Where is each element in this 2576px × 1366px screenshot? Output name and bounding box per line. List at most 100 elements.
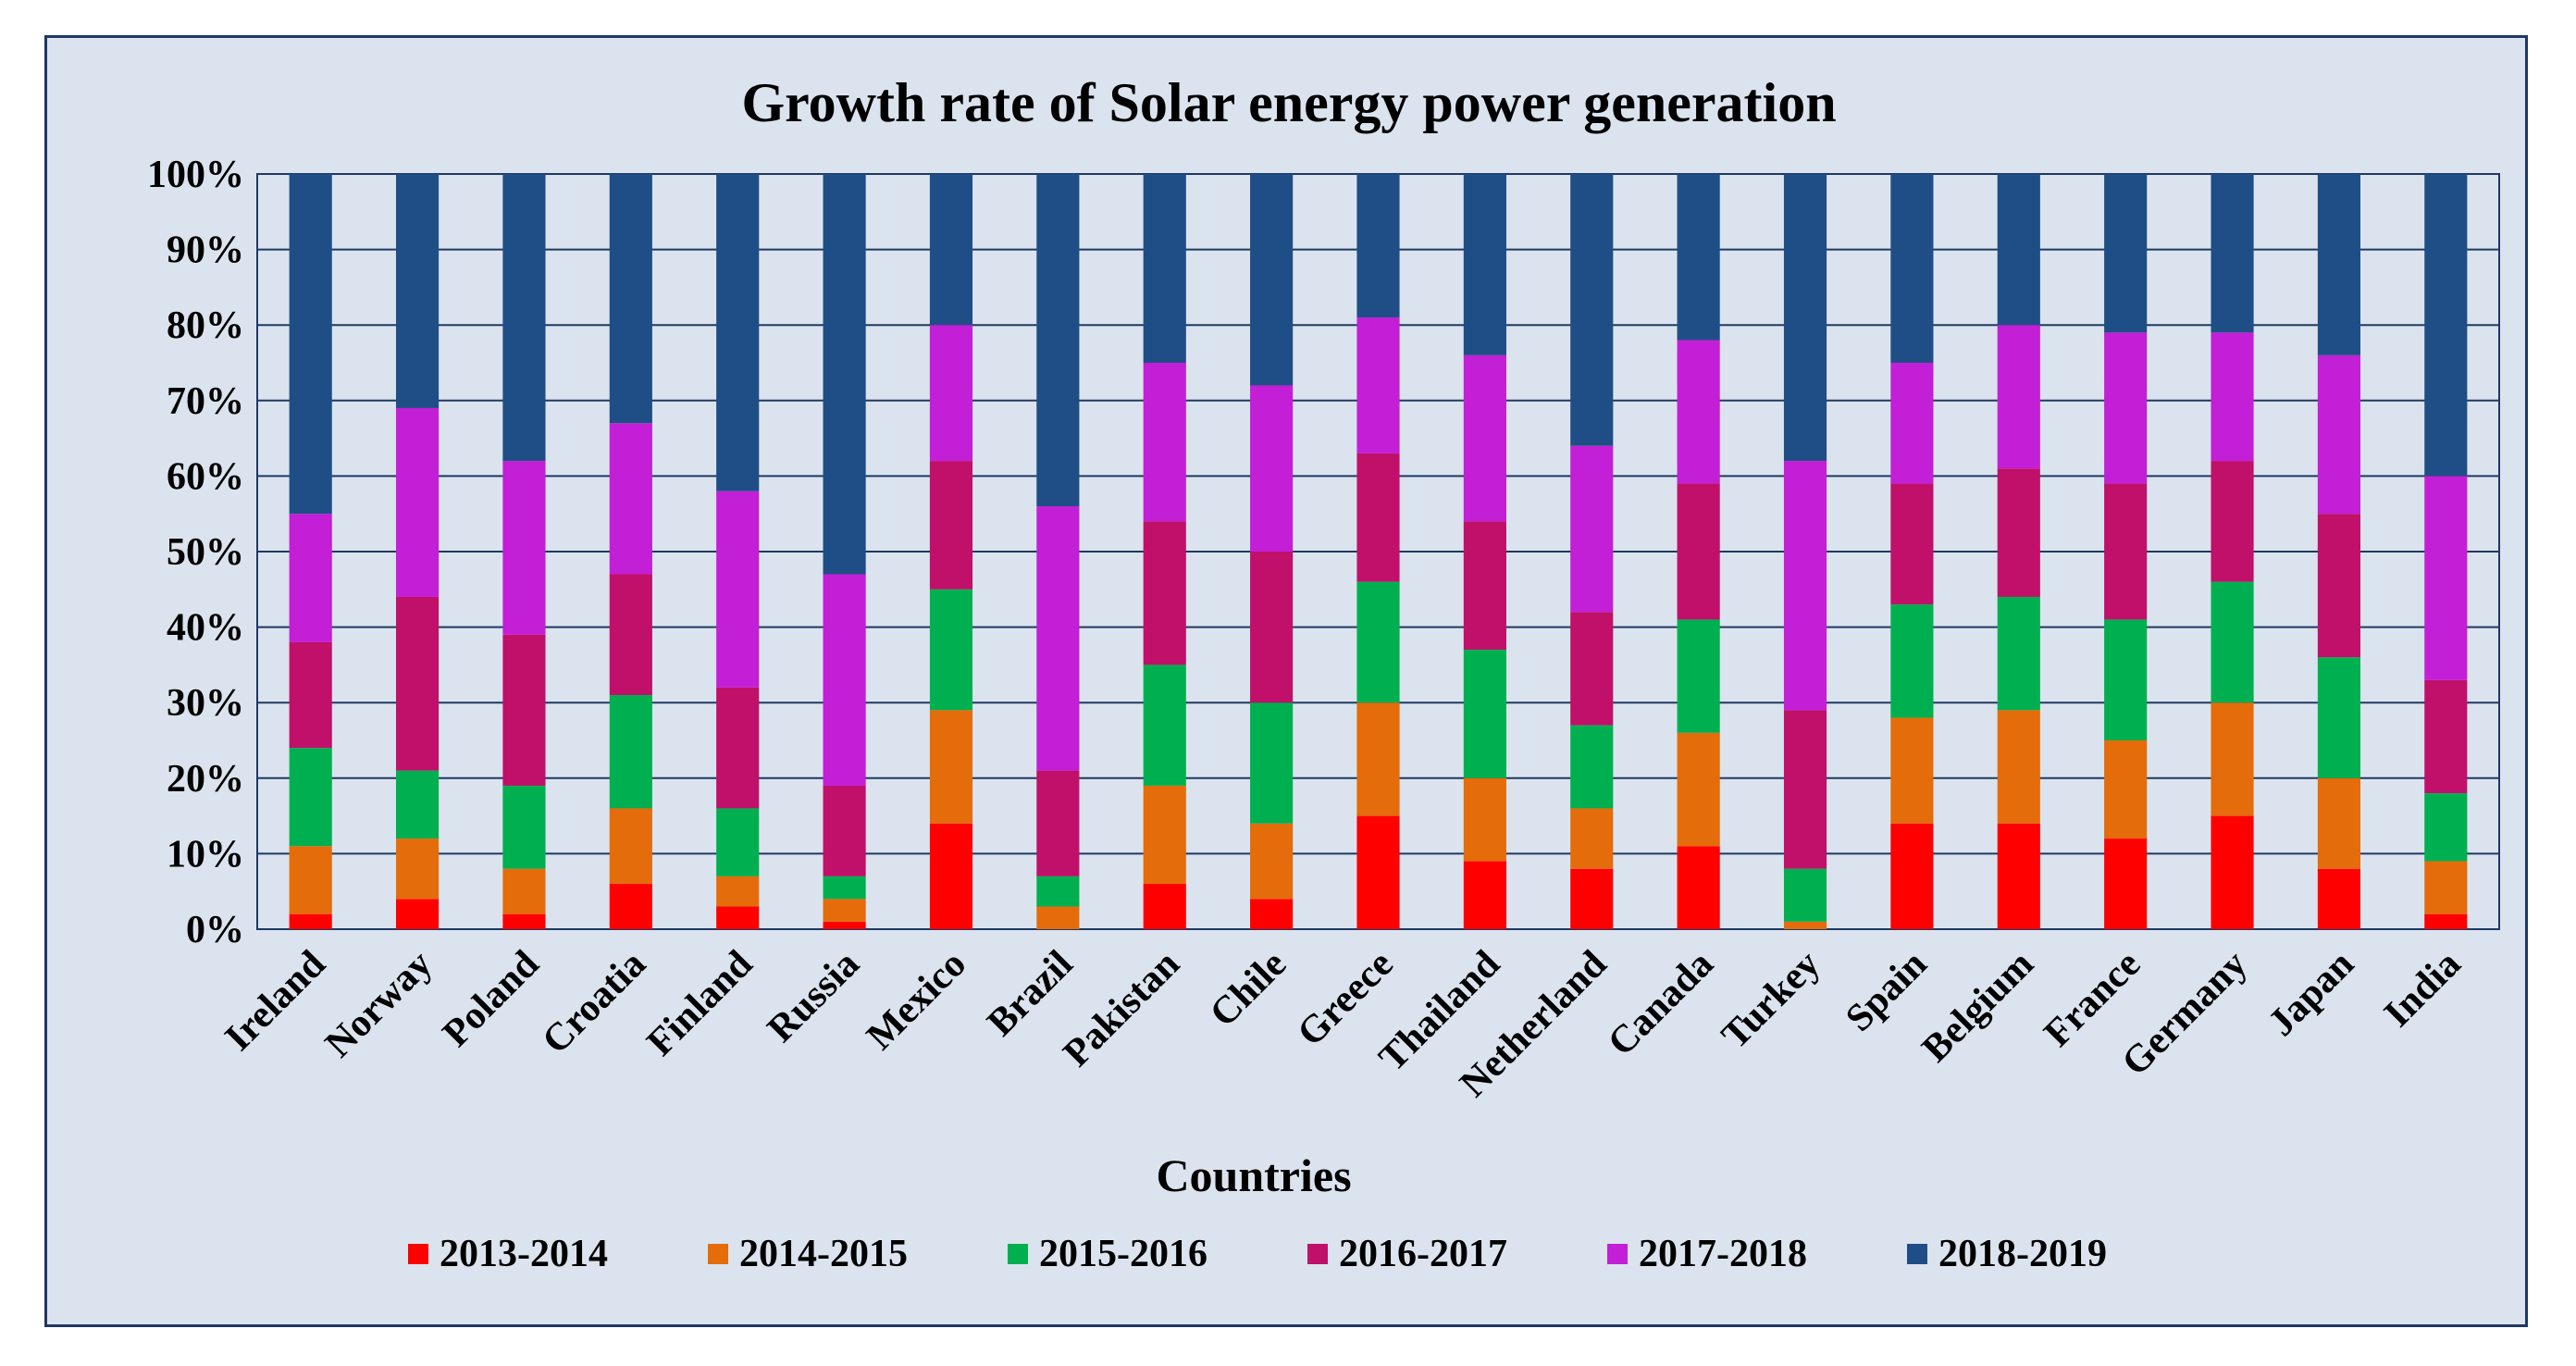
bar-2013-2014-chile — [1250, 899, 1294, 929]
x-tick-label: Belgium — [1914, 943, 2042, 1071]
bar-2018-2019-turkey — [1783, 174, 1827, 462]
bar-2015-2016-brazil — [1036, 875, 1080, 907]
legend-label: 2018-2019 — [1938, 1233, 2107, 1275]
bar-2017-2018-turkey — [1783, 461, 1827, 711]
bar-2014-2015-pakistan — [1143, 785, 1186, 885]
x-tick-label: Croatia — [535, 943, 654, 1062]
legend-swatch — [708, 1244, 728, 1264]
y-tick-label: 20% — [167, 758, 244, 801]
bar-2017-2018-russia — [823, 574, 866, 786]
legend-swatch — [1907, 1244, 1927, 1264]
legend: 2013-2014 2014-2015 2015-2016 2016-2017 2017… — [408, 1233, 2107, 1275]
bar-2017-2018-germany — [2211, 332, 2254, 462]
legend-swatch — [1607, 1244, 1628, 1264]
bar-2018-2019-brazil — [1036, 174, 1080, 507]
bar-2017-2018-belgium — [1997, 325, 2040, 469]
bar-2014-2015-spain — [1890, 717, 1934, 824]
bar-2015-2016-belgium — [1997, 596, 2040, 711]
bar-2014-2015-ireland — [289, 846, 332, 914]
bar-2018-2019-norway — [395, 174, 440, 408]
bar-2013-2014-belgium — [1997, 823, 2040, 929]
legend-label: 2017-2018 — [1639, 1233, 1807, 1275]
bar-2015-2016-norway — [395, 770, 440, 839]
bar-2016-2017-india — [2424, 679, 2468, 794]
bar-2017-2018-mexico — [929, 325, 973, 462]
bar-2018-2019-netherland — [1570, 174, 1614, 446]
y-tick-label: 70% — [167, 380, 244, 423]
bar-2018-2019-poland — [502, 174, 546, 462]
bar-2016-2017-germany — [2211, 461, 2254, 582]
bar-2013-2014-croatia — [609, 884, 652, 929]
legend-label: 2013-2014 — [440, 1233, 608, 1275]
bar-2014-2015-mexico — [929, 710, 973, 824]
bar-2014-2015-turkey — [1783, 921, 1827, 929]
bar-2018-2019-pakistan — [1143, 174, 1186, 363]
bar-2017-2018-greece — [1356, 317, 1400, 453]
bar-2017-2018-pakistan — [1143, 363, 1186, 522]
bar-2017-2018-france — [2104, 332, 2148, 484]
bar-2018-2019-france — [2104, 174, 2148, 333]
bar-2014-2015-germany — [2211, 702, 2254, 816]
bar-2014-2015-croatia — [609, 808, 652, 885]
legend-label: 2014-2015 — [739, 1233, 908, 1275]
bar-2015-2016-croatia — [609, 695, 652, 809]
bar-2015-2016-germany — [2211, 581, 2254, 703]
bar-2018-2019-finland — [716, 174, 760, 491]
bar-2016-2017-thailand — [1463, 521, 1506, 651]
bar-2016-2017-netherland — [1570, 612, 1614, 726]
y-tick-label: 100% — [147, 154, 244, 196]
bar-2013-2014-netherland — [1570, 868, 1614, 929]
bar-2016-2017-france — [2104, 483, 2148, 620]
bar-2013-2014-russia — [823, 921, 866, 929]
bar-2017-2018-japan — [2317, 354, 2361, 515]
bar-2013-2014-canada — [1677, 846, 1720, 929]
legend-label: 2015-2016 — [1039, 1233, 1208, 1275]
bar-2013-2014-spain — [1890, 823, 1934, 929]
bar-2015-2016-russia — [823, 875, 866, 900]
x-tick-label: Brazil — [979, 943, 1081, 1045]
bar-2017-2018-finland — [716, 491, 760, 688]
bar-2016-2017-russia — [823, 785, 866, 876]
bar-2015-2016-canada — [1677, 619, 1720, 733]
y-tick-label: 30% — [167, 682, 244, 725]
bar-2016-2017-pakistan — [1143, 521, 1186, 665]
y-tick-label: 50% — [167, 531, 244, 574]
bar-2014-2015-belgium — [1997, 710, 2040, 824]
bar-2018-2019-canada — [1677, 174, 1720, 341]
bar-2013-2014-france — [2104, 838, 2148, 929]
bar-2013-2014-norway — [395, 899, 440, 929]
bar-2016-2017-chile — [1250, 552, 1294, 703]
bar-2013-2014-poland — [502, 913, 546, 929]
bar-2016-2017-belgium — [1997, 468, 2040, 597]
bar-2014-2015-chile — [1250, 823, 1294, 900]
x-tick-label: Japan — [2260, 943, 2362, 1045]
bar-2014-2015-japan — [2317, 777, 2361, 869]
bar-2015-2016-japan — [2317, 657, 2361, 778]
bar-2018-2019-belgium — [1997, 174, 2040, 326]
x-tick-label: Canada — [1600, 943, 1722, 1065]
bar-2016-2017-spain — [1890, 483, 1934, 605]
bar-2014-2015-france — [2104, 740, 2148, 839]
bar-2018-2019-india — [2424, 174, 2468, 477]
bar-2016-2017-greece — [1356, 453, 1400, 582]
legend-swatch — [1307, 1244, 1328, 1264]
x-tick-label: Chile — [1202, 943, 1294, 1036]
bar-2016-2017-finland — [716, 687, 760, 809]
bar-2016-2017-japan — [2317, 514, 2361, 658]
bar-2015-2016-thailand — [1463, 650, 1506, 778]
bar-2016-2017-canada — [1677, 483, 1720, 620]
bar-2018-2019-japan — [2317, 174, 2361, 355]
bar-2013-2014-finland — [716, 906, 760, 929]
bar-2016-2017-mexico — [929, 461, 973, 590]
y-tick-label: 10% — [167, 833, 244, 875]
bar-2015-2016-france — [2104, 619, 2148, 740]
bar-2013-2014-mexico — [929, 823, 973, 929]
bar-2018-2019-ireland — [289, 174, 332, 515]
y-tick-label: 60% — [167, 455, 244, 498]
bar-2014-2015-russia — [823, 899, 866, 922]
bar-2013-2014-germany — [2211, 815, 2254, 929]
bar-2013-2014-thailand — [1463, 861, 1506, 929]
bar-2017-2018-poland — [502, 461, 546, 635]
bar-2014-2015-canada — [1677, 732, 1720, 847]
bar-2015-2016-mexico — [929, 589, 973, 711]
